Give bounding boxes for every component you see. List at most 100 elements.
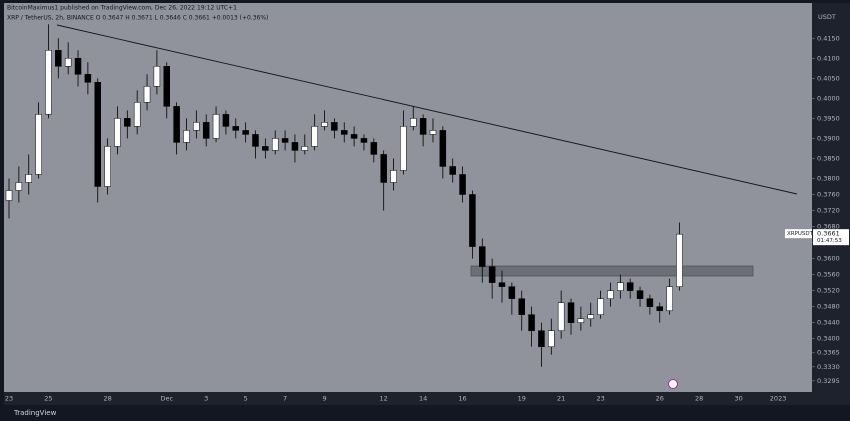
- symbol-label: XRPUSDT: [787, 231, 814, 237]
- y-tick-label: 0.3400: [817, 335, 840, 343]
- candle-body: [64, 58, 72, 67]
- candle-body: [45, 50, 52, 115]
- plot-area: [4, 3, 812, 392]
- candle-body: [271, 138, 279, 151]
- candle-body: [262, 146, 269, 151]
- x-tick-label: 5: [244, 395, 248, 403]
- candle-body: [104, 146, 111, 187]
- candle-body: [35, 114, 42, 175]
- candle-body: [114, 118, 121, 147]
- y-tick-label: 0.3950: [817, 114, 840, 122]
- y-tick-label: 0.3600: [817, 255, 840, 263]
- candle-body: [350, 134, 358, 139]
- candle-body: [518, 298, 525, 315]
- candle-body: [5, 190, 13, 201]
- candle-body: [212, 114, 220, 139]
- y-tick-label: 0.4150: [817, 34, 840, 42]
- x-tick-label: 28: [695, 395, 703, 403]
- candle-body: [498, 282, 506, 287]
- x-tick-label: 2023: [770, 395, 787, 403]
- candle-body: [124, 118, 131, 127]
- y-tick-label: 0.4000: [817, 94, 840, 102]
- candle-body: [153, 66, 161, 87]
- candle-body: [183, 130, 190, 143]
- x-tick-label: 14: [419, 395, 427, 403]
- trendline: [56, 24, 798, 195]
- x-tick-label: 12: [380, 395, 388, 403]
- x-tick-label: 23: [5, 395, 13, 403]
- last-price: 0.3661: [817, 230, 840, 238]
- candle-body: [587, 314, 594, 319]
- candle-body: [340, 130, 348, 135]
- y-tick-label: 0.3680: [817, 223, 840, 231]
- candle-body: [567, 302, 575, 323]
- y-tick-label: 0.3720: [817, 207, 840, 215]
- candle-body: [597, 298, 604, 315]
- candle-body: [666, 286, 673, 311]
- candle-body: [557, 302, 565, 331]
- candle-body: [55, 50, 62, 67]
- x-tick-label: 23: [596, 395, 604, 403]
- x-tick-label: 21: [557, 395, 565, 403]
- candle-body: [636, 290, 644, 299]
- candle-body: [202, 122, 210, 139]
- candle-body: [193, 122, 200, 131]
- candle-body: [143, 86, 151, 103]
- candle-body: [400, 126, 407, 171]
- x-tick-label: 7: [283, 395, 287, 403]
- candle-body: [252, 134, 259, 147]
- candle-body: [173, 106, 180, 143]
- y-tick-label: 0.3760: [817, 190, 840, 198]
- x-tick-label: 26: [656, 395, 664, 403]
- y-tick-label: 0.4050: [817, 74, 840, 82]
- candle-body: [25, 174, 32, 183]
- footer-brand: TradingView: [13, 409, 57, 417]
- price-tag-box: [813, 229, 849, 246]
- candle-body: [528, 314, 535, 331]
- candle-body: [439, 130, 447, 167]
- candle-body: [281, 138, 289, 143]
- x-tick-label: 28: [103, 395, 111, 403]
- event-icon: [668, 379, 678, 389]
- candle-body: [538, 330, 545, 347]
- candle-body: [133, 102, 141, 127]
- candle-body: [607, 290, 614, 299]
- y-tick-label: 0.3560: [817, 271, 840, 279]
- candle-body: [232, 126, 240, 131]
- y-tick-label: 0.3900: [817, 134, 840, 142]
- candle-body: [459, 174, 466, 195]
- candle-body: [331, 122, 338, 131]
- candle-body: [617, 282, 624, 291]
- countdown: 01:47:53: [817, 238, 842, 244]
- candle-body: [410, 118, 417, 127]
- candle-body: [94, 82, 101, 187]
- time-axis: [4, 392, 850, 405]
- x-tick-label: 19: [518, 395, 526, 403]
- candle-body: [469, 194, 476, 247]
- axis-unit: USDT: [818, 13, 836, 21]
- candle-body: [301, 146, 309, 151]
- price-axis: [812, 3, 850, 392]
- price-label-box: [785, 229, 812, 239]
- candle-body: [449, 166, 456, 175]
- candle-body: [390, 170, 397, 183]
- header: BitcoinMaximus1 published on TradingView…: [7, 5, 237, 12]
- candle-body: [360, 138, 368, 143]
- candle-body: [479, 246, 486, 267]
- candle-body: [291, 142, 299, 151]
- candle-body: [84, 74, 92, 83]
- candle-body: [380, 154, 387, 183]
- y-tick-label: 0.3440: [817, 319, 840, 327]
- y-tick-label: 0.3295: [817, 377, 840, 385]
- candle-body: [74, 58, 82, 75]
- y-tick-label: 0.4100: [817, 54, 840, 62]
- y-tick-label: 0.3800: [817, 174, 840, 182]
- x-tick-label: 3: [204, 395, 208, 403]
- candle-body: [548, 330, 555, 347]
- candle-body: [577, 318, 585, 323]
- candle-body: [676, 233, 683, 287]
- y-tick-label: 0.3850: [817, 154, 840, 162]
- candle-body: [242, 130, 249, 135]
- legend: XRP / TetherUS, 2h, BINANCE O 0.3647 H 0…: [7, 15, 268, 22]
